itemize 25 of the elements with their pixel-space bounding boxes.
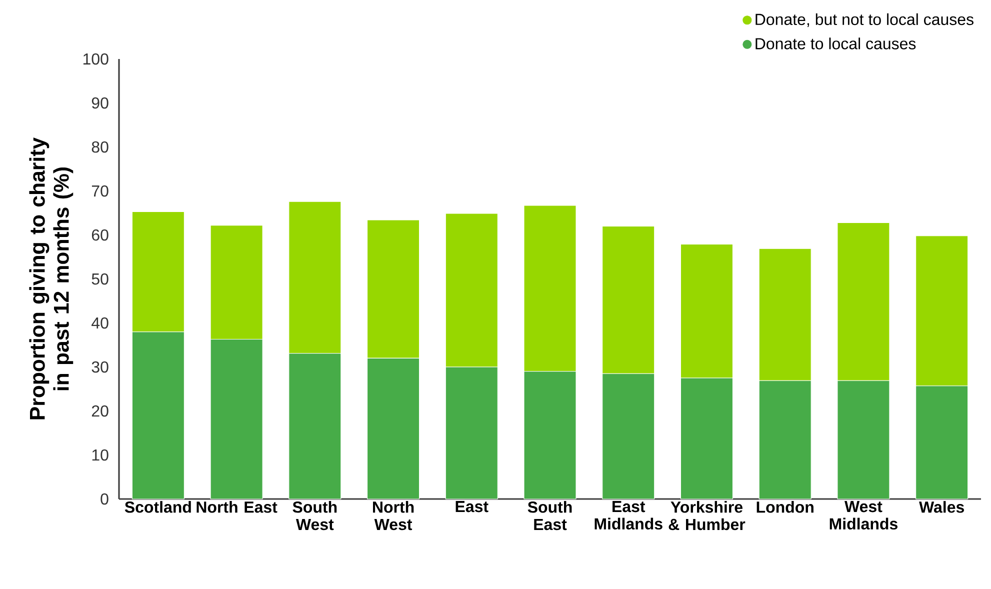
y-tick-label: 90: [92, 97, 108, 109]
x-tick-label: Scotland: [124, 501, 191, 513]
legend-label: Donate, but not to local causes: [756, 13, 974, 27]
y-tick-label: 20: [92, 405, 108, 417]
y-tick-label: 0: [100, 493, 108, 505]
x-tick-label: East Midlands: [594, 501, 662, 530]
y-tick-label: 70: [92, 185, 108, 197]
x-tick-label: West Midlands: [830, 501, 898, 530]
y-tick-label: 40: [92, 317, 108, 329]
y-tick-label: 80: [92, 141, 108, 153]
legend-label: Donate to local causes: [756, 38, 916, 50]
y-tick-label: 30: [92, 361, 108, 373]
x-tick-label: Yorkshire & Humber: [668, 501, 746, 530]
x-tick-label: East: [456, 501, 488, 512]
x-tick-label: South East: [528, 501, 572, 530]
x-tick-label: South West: [292, 501, 337, 530]
x-tick-label: North East: [196, 501, 278, 513]
y-tick-label: 100: [83, 53, 108, 65]
y-tick-label: 10: [92, 449, 108, 461]
x-tick-label: London: [756, 501, 814, 513]
x-tick-label: North West: [373, 501, 414, 530]
y-tick-label: 60: [92, 229, 108, 241]
x-tick-label: Wales: [919, 501, 964, 513]
y-tick-label: 50: [92, 273, 108, 285]
y-axis-title: Proportion giving to charity in past 12 months (%): [29, 137, 74, 420]
